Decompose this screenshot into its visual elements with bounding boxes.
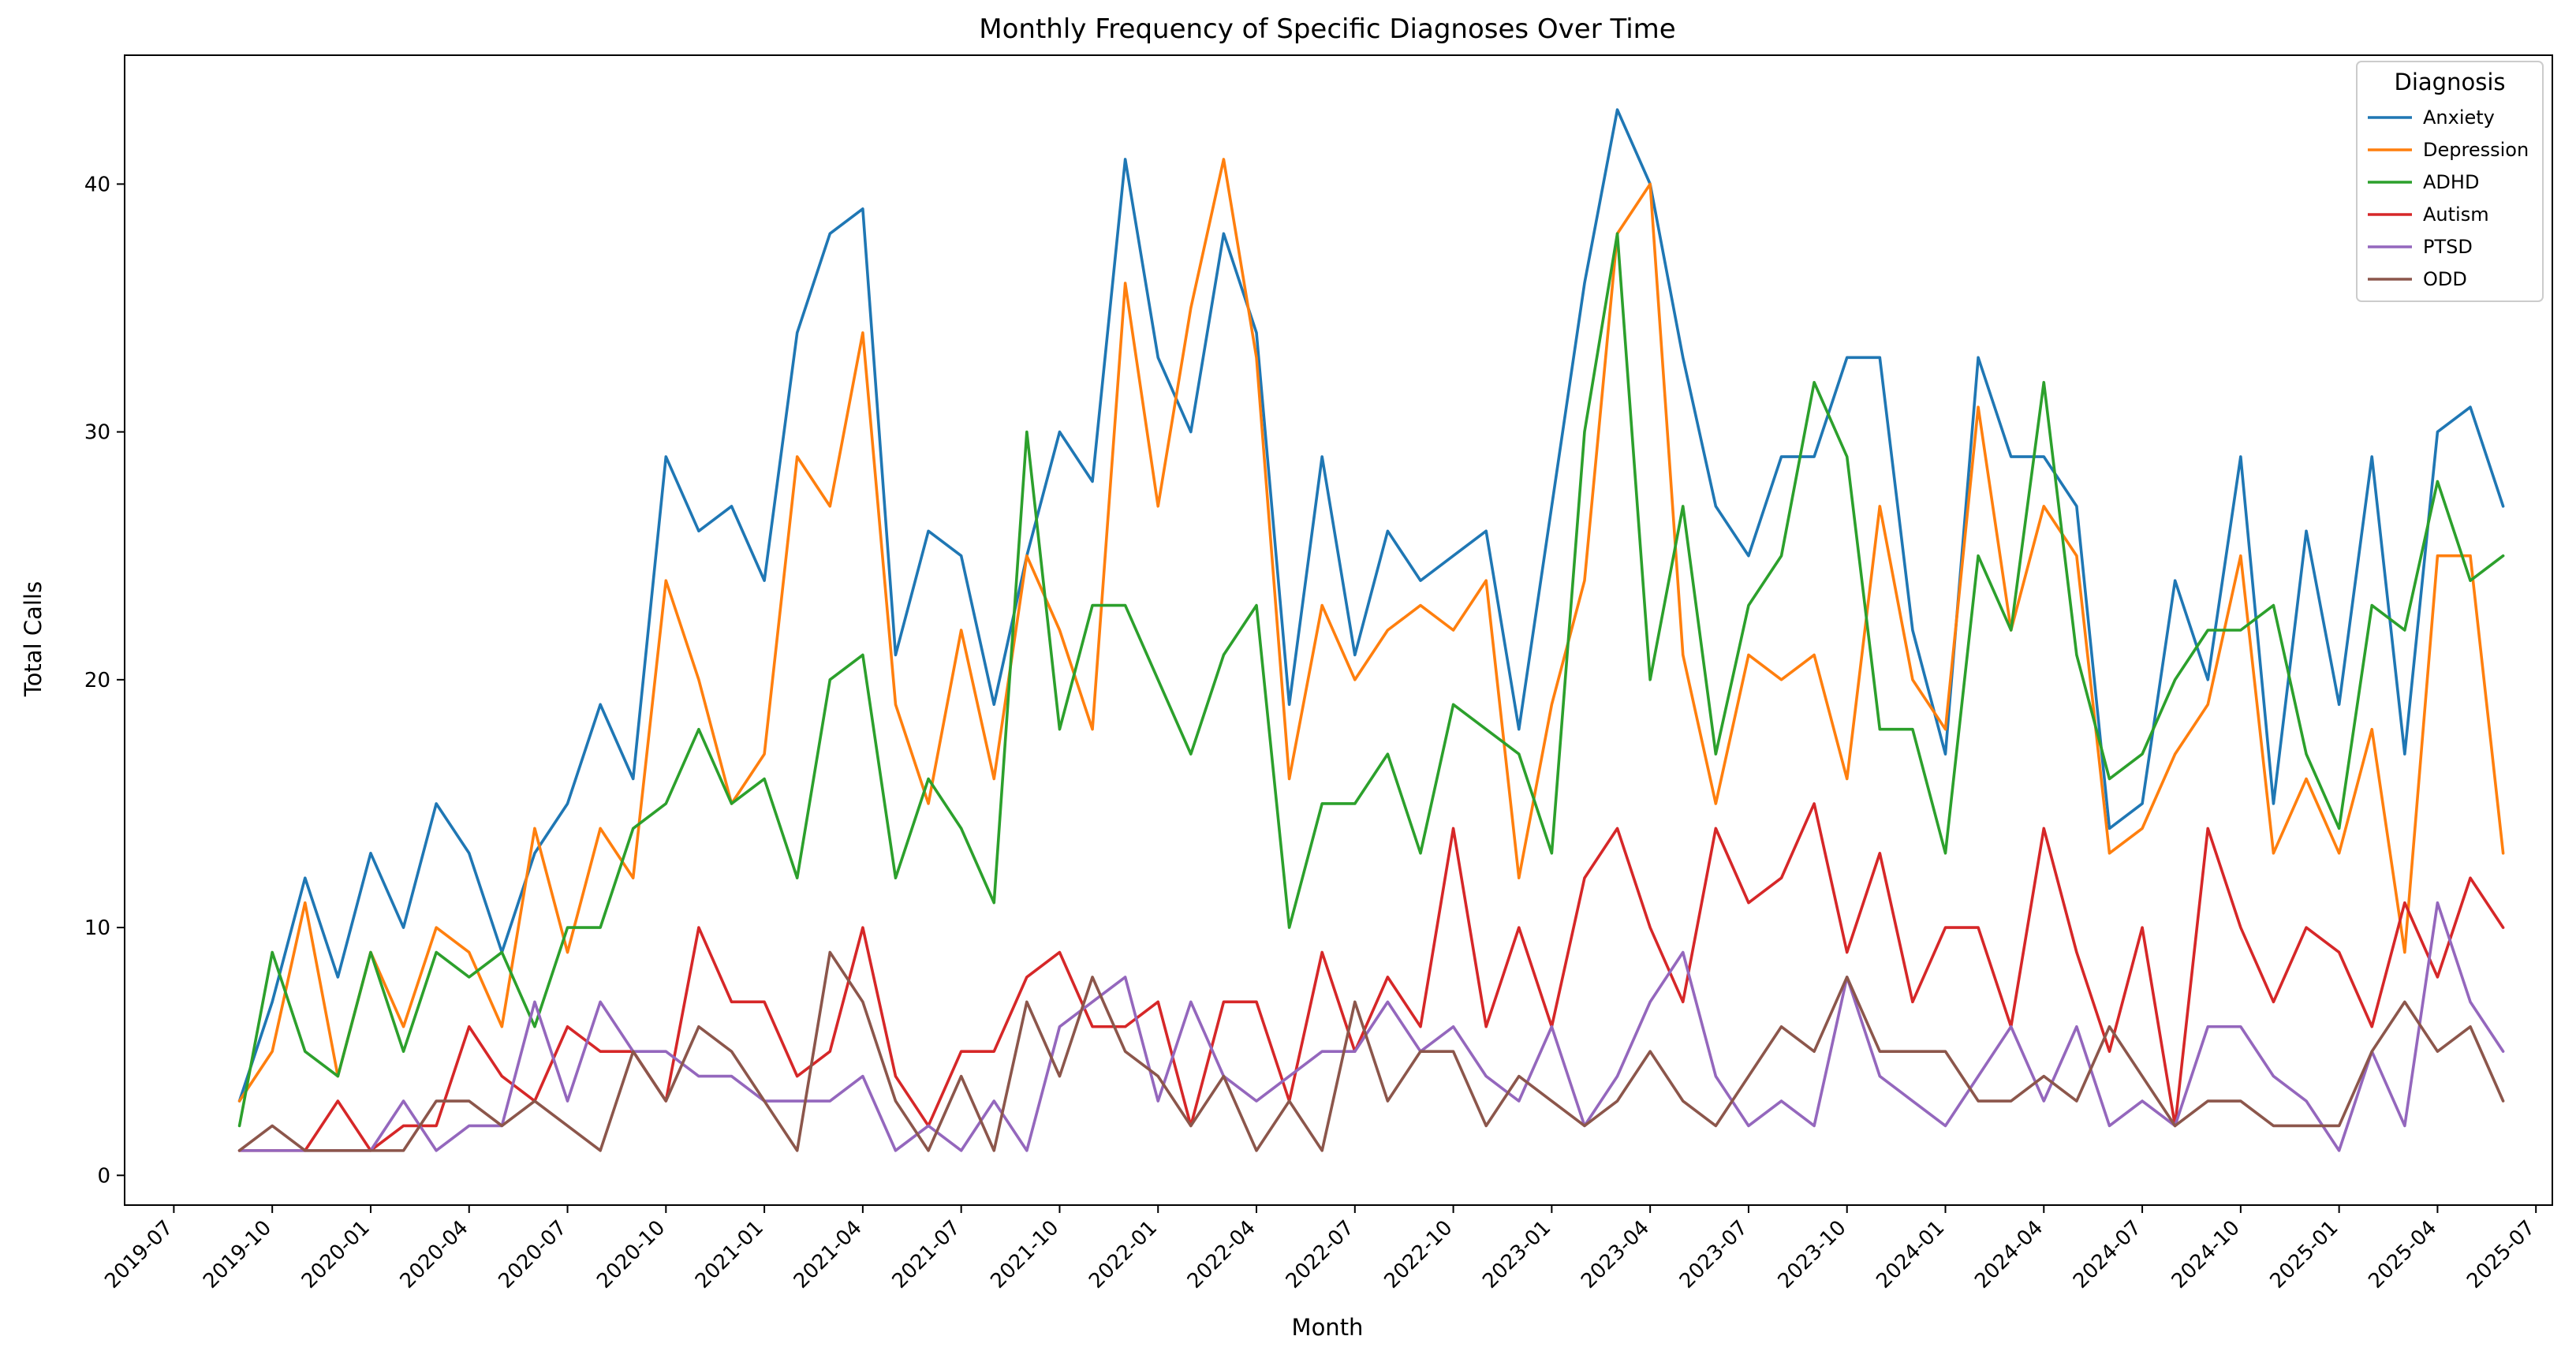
chart-title: Monthly Frequency of Specific Diagnoses … bbox=[979, 13, 1675, 45]
legend-label-ptsd: PTSD bbox=[2423, 236, 2473, 258]
series-line-ptsd bbox=[237, 901, 2505, 1152]
legend-label-depression: Depression bbox=[2423, 139, 2529, 161]
plot-frame bbox=[124, 54, 2553, 1206]
series-line-odd bbox=[237, 950, 2505, 1152]
series-line-adhd bbox=[237, 232, 2505, 1128]
series-line-depression bbox=[237, 158, 2505, 1103]
legend-title: Diagnosis bbox=[2395, 69, 2506, 95]
y-tick-label: 40 bbox=[84, 173, 110, 196]
legend-items: Anxiety Depression ADHD Autism PTSD ODD bbox=[2368, 106, 2529, 290]
legend-label-autism: Autism bbox=[2423, 203, 2489, 226]
y-tick-label: 10 bbox=[84, 916, 110, 940]
legend: Diagnosis Anxiety Depression ADHD Autism PTS… bbox=[2356, 61, 2544, 302]
series-line-autism bbox=[237, 802, 2505, 1152]
y-tick-label: 20 bbox=[84, 669, 110, 692]
series-line-anxiety bbox=[237, 108, 2505, 1103]
legend-label-odd: ODD bbox=[2423, 268, 2467, 290]
y-axis-label: Total Calls bbox=[20, 581, 47, 697]
y-tick-label: 0 bbox=[97, 1164, 110, 1188]
series-layer bbox=[237, 108, 2505, 1152]
legend-label-adhd: ADHD bbox=[2423, 171, 2479, 193]
legend-box bbox=[2356, 61, 2544, 302]
x-axis-label: Month bbox=[1292, 1314, 1364, 1341]
y-axis: 0 10 20 30 40 bbox=[84, 173, 125, 1188]
y-tick-label: 30 bbox=[84, 421, 110, 445]
legend-label-anxiety: Anxiety bbox=[2423, 106, 2495, 129]
